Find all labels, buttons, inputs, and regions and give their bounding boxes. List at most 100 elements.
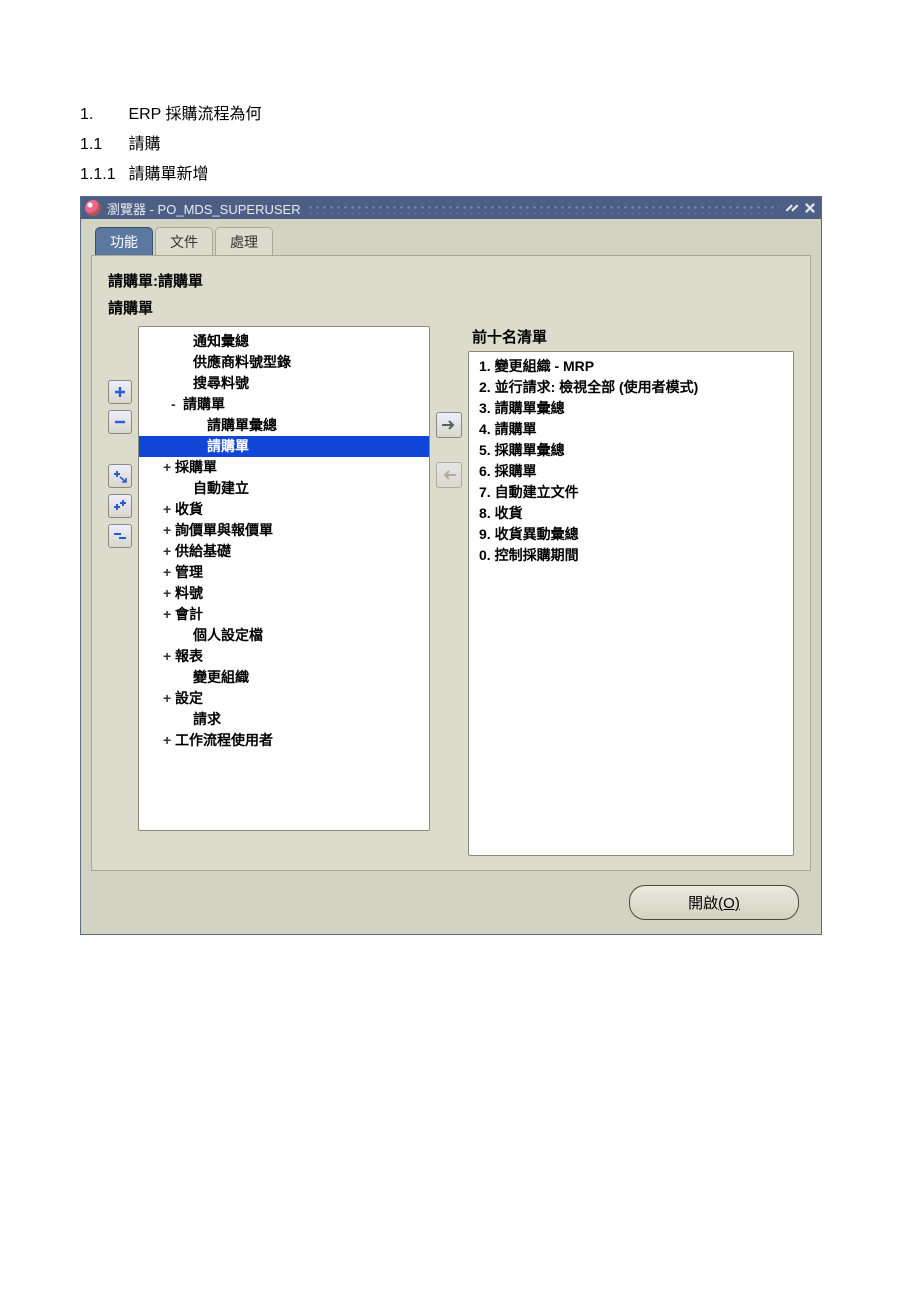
titlebar: 瀏覽器 - PO_MDS_SUPERUSER	[81, 197, 821, 219]
tree-item-label: 收貨	[175, 501, 203, 517]
breadcrumb: 請購單:請購單	[108, 270, 794, 291]
tree-item[interactable]: -請購單	[139, 394, 429, 415]
tree-item-label: 採購單	[175, 459, 217, 475]
tree-item[interactable]: +會計	[139, 604, 429, 625]
tree-item[interactable]: +詢價單與報價單	[139, 520, 429, 541]
tree-item[interactable]: 搜尋料號	[139, 373, 429, 394]
tree-item[interactable]: +收貨	[139, 499, 429, 520]
navigator-tree[interactable]: 通知彙總供應商料號型錄搜尋料號-請購單請購單彙總請購單+採購單自動建立+收貨+詢…	[138, 326, 430, 831]
tree-expander-icon[interactable]: +	[163, 562, 175, 583]
tree-item-label: 料號	[175, 585, 203, 601]
tree-item[interactable]: 供應商料號型錄	[139, 352, 429, 373]
tab-bar: 功能 文件 處理	[81, 219, 821, 255]
tree-item[interactable]: 變更組織	[139, 667, 429, 688]
list-item[interactable]: 2. 並行請求: 檢視全部 (使用者模式)	[477, 377, 785, 398]
tree-expander-icon[interactable]: +	[163, 520, 175, 541]
list-item[interactable]: 9. 收貨異動彙總	[477, 524, 785, 545]
list-item[interactable]: 0. 控制採購期間	[477, 545, 785, 566]
doc-line-3-num: 1.1.1	[80, 166, 124, 184]
browser-window: 瀏覽器 - PO_MDS_SUPERUSER 功能 文件 處理 請購單:請購單 …	[80, 196, 822, 935]
list-item[interactable]: 3. 請購單彙總	[477, 398, 785, 419]
tree-expander-icon[interactable]: +	[163, 583, 175, 604]
top-list-title: 前十名清單	[472, 326, 794, 347]
window-title: 瀏覽器 - PO_MDS_SUPERUSER	[107, 199, 301, 218]
app-logo-icon	[85, 200, 101, 216]
tree-item[interactable]: +料號	[139, 583, 429, 604]
tab-process[interactable]: 處理	[215, 227, 273, 255]
context-label: 請購單	[108, 297, 794, 318]
tree-item-label: 請購單	[183, 396, 225, 412]
tree-item-label: 供給基礎	[175, 543, 231, 559]
tree-item-label: 自動建立	[193, 480, 249, 496]
tree-toolbar	[108, 380, 132, 548]
tree-item[interactable]: 個人設定檔	[139, 625, 429, 646]
tree-expander-icon[interactable]: -	[171, 394, 183, 415]
transfer-buttons	[436, 412, 462, 488]
move-right-button[interactable]	[436, 412, 462, 438]
tree-item[interactable]: +報表	[139, 646, 429, 667]
list-item[interactable]: 4. 請購單	[477, 419, 785, 440]
open-button[interactable]: 開啟(O)	[629, 885, 799, 920]
tree-expander-icon[interactable]: +	[163, 730, 175, 751]
doc-line-1-text: ERP 採購流程為何	[128, 106, 261, 123]
expand-button[interactable]	[108, 380, 132, 404]
tree-item-label: 工作流程使用者	[175, 732, 273, 748]
tree-item-label: 變更組織	[193, 669, 249, 685]
tree-item-label: 供應商料號型錄	[193, 354, 291, 370]
doc-line-1-num: 1.	[80, 106, 124, 124]
move-left-button[interactable]	[436, 462, 462, 488]
tree-item[interactable]: 請購單彙總	[139, 415, 429, 436]
doc-line-2-num: 1.1	[80, 136, 124, 154]
footer: 開啟(O)	[81, 881, 821, 934]
tab-document[interactable]: 文件	[155, 227, 213, 255]
tree-expander-icon[interactable]: +	[163, 457, 175, 478]
tree-item[interactable]: +採購單	[139, 457, 429, 478]
tree-item-label: 設定	[175, 690, 203, 706]
tree-expander-icon[interactable]: +	[163, 499, 175, 520]
list-item[interactable]: 5. 採購單彙總	[477, 440, 785, 461]
tree-item[interactable]: 通知彙總	[139, 331, 429, 352]
top-ten-list[interactable]: 1. 變更組織 - MRP2. 並行請求: 檢視全部 (使用者模式)3. 請購單…	[468, 351, 794, 856]
tree-item-label: 會計	[175, 606, 203, 622]
doc-line-2: 1.1 請購	[80, 130, 840, 154]
tree-item[interactable]: +設定	[139, 688, 429, 709]
expand-all-button[interactable]	[108, 494, 132, 518]
tree-expander-icon[interactable]: +	[163, 688, 175, 709]
tree-expander-icon[interactable]: +	[163, 604, 175, 625]
open-button-label: 開啟	[688, 895, 718, 912]
tab-function[interactable]: 功能	[95, 227, 153, 255]
expand-branch-button[interactable]	[108, 464, 132, 488]
tree-item-label: 詢價單與報價單	[175, 522, 273, 538]
tree-item[interactable]: +工作流程使用者	[139, 730, 429, 751]
tree-item[interactable]: 請購單	[139, 436, 429, 457]
tree-item-label: 管理	[175, 564, 203, 580]
tree-item-label: 通知彙總	[193, 333, 249, 349]
doc-line-1: 1. ERP 採購流程為何	[80, 100, 840, 124]
doc-line-3-text: 請購單新增	[128, 166, 208, 183]
list-item[interactable]: 6. 採購單	[477, 461, 785, 482]
tree-item-label: 請購單	[207, 438, 249, 454]
list-item[interactable]: 8. 收貨	[477, 503, 785, 524]
tree-item-label: 請購單彙總	[207, 417, 277, 433]
tree-item-label: 請求	[193, 711, 221, 727]
doc-line-3: 1.1.1 請購單新增	[80, 160, 840, 184]
tree-item[interactable]: 請求	[139, 709, 429, 730]
doc-line-2-text: 請購	[128, 136, 160, 153]
tree-expander-icon[interactable]: +	[163, 541, 175, 562]
tree-item[interactable]: +供給基礎	[139, 541, 429, 562]
tree-expander-icon[interactable]: +	[163, 646, 175, 667]
open-button-accel: (O)	[718, 895, 740, 912]
tree-item-label: 個人設定檔	[193, 627, 263, 643]
tree-item[interactable]: 自動建立	[139, 478, 429, 499]
tree-item-label: 報表	[175, 648, 203, 664]
minimize-icon[interactable]	[785, 202, 799, 215]
content-panel: 請購單:請購單 請購單	[91, 255, 811, 871]
collapse-all-button[interactable]	[108, 524, 132, 548]
tree-item[interactable]: +管理	[139, 562, 429, 583]
collapse-button[interactable]	[108, 410, 132, 434]
list-item[interactable]: 1. 變更組織 - MRP	[477, 356, 785, 377]
titlebar-pattern	[307, 202, 779, 214]
list-item[interactable]: 7. 自動建立文件	[477, 482, 785, 503]
tree-item-label: 搜尋料號	[193, 375, 249, 391]
close-icon[interactable]	[803, 202, 817, 215]
